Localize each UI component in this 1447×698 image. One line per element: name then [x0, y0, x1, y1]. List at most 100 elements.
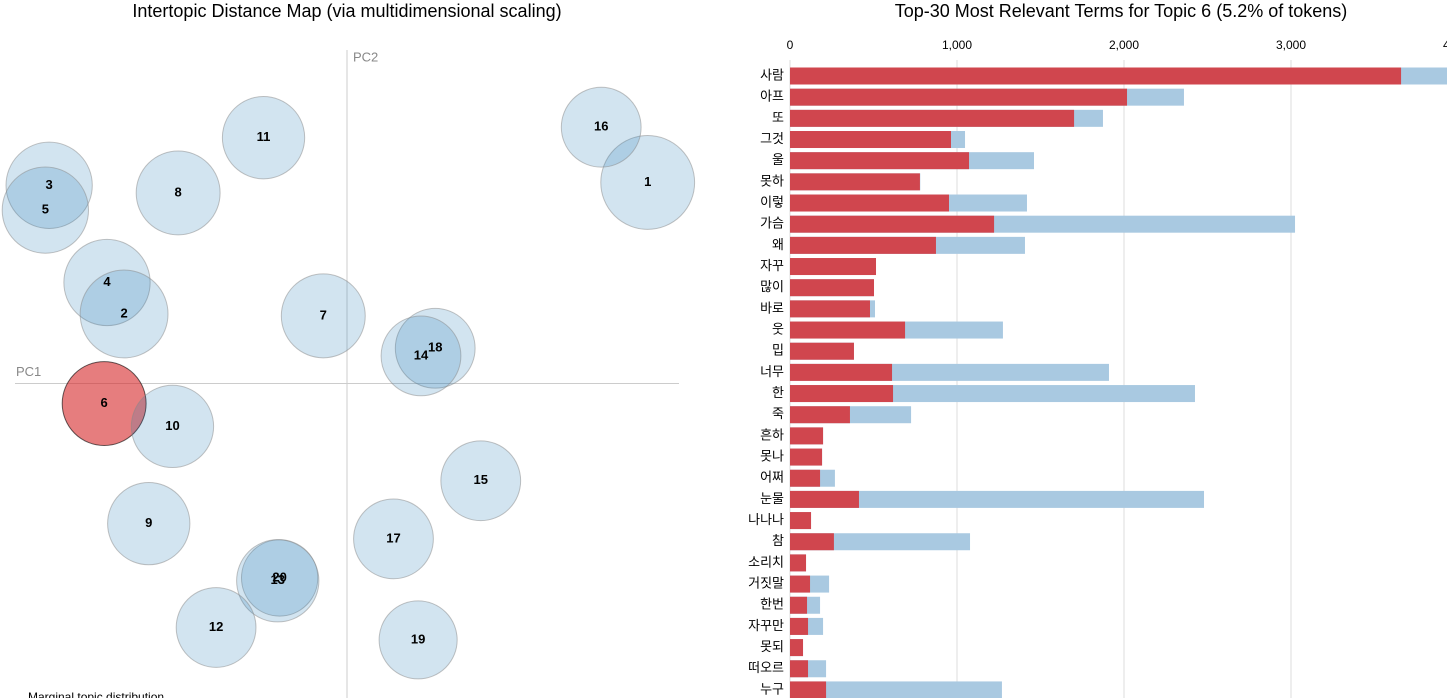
topic-bar: [790, 279, 875, 297]
term-label: 가슴: [760, 216, 784, 231]
topic-bubble: [61, 361, 147, 446]
topic-bubble: [394, 307, 476, 389]
topic-bubble: [236, 539, 320, 623]
topic-bar: [790, 554, 807, 572]
topic-bubble: [280, 273, 366, 359]
y-axis-label: PC2: [353, 49, 378, 64]
topic-label: 2: [120, 305, 127, 320]
term-label: 한번: [760, 597, 784, 612]
topic-label: 18: [428, 340, 442, 355]
term-label: 너무: [760, 364, 784, 379]
topic-bar: [790, 448, 823, 466]
topic-label: 7: [320, 307, 327, 322]
topic-bar: [790, 88, 1128, 106]
topic-bar: [790, 469, 821, 487]
topic-bubble: [63, 238, 151, 327]
topic-bubble: [380, 315, 462, 397]
topic-bubble: [130, 384, 215, 469]
topic-bar: [790, 173, 920, 191]
topic-bar: [790, 406, 850, 424]
topic-bar: [790, 533, 834, 551]
term-label: 거짓말: [748, 576, 784, 591]
x-tick-label: 0: [787, 38, 794, 52]
topic-bubble: [175, 587, 257, 668]
topic-bubble: [135, 150, 221, 236]
topic-bar: [790, 109, 1075, 127]
x-axis-label: PC1: [16, 364, 41, 379]
term-label: 어쩌: [760, 470, 784, 485]
topic-label: 19: [411, 631, 425, 646]
topic-bar: [790, 596, 808, 614]
topic-label: 3: [46, 177, 53, 192]
topic-bar: [790, 321, 906, 339]
topic-label: 16: [594, 119, 608, 134]
topic-bubble: [378, 600, 458, 680]
topic-bar: [790, 490, 859, 508]
term-label: 못나: [760, 448, 784, 463]
term-bars: 0 1,000 2,000 3,000 4,000 사람아프또그것울못하이렇가슴왜자꾸많이…: [748, 38, 1447, 698]
overall-bar: [790, 681, 1002, 698]
term-label: 많이: [760, 279, 784, 294]
x-tick-label: 4,000: [1443, 38, 1447, 52]
topic-label: 6: [101, 395, 108, 410]
term-label: 자꾸: [760, 258, 784, 273]
term-label: 아프: [760, 89, 784, 104]
topic-bar: [790, 681, 827, 698]
topic-label: 4: [103, 274, 111, 289]
topic-bar: [790, 67, 1402, 85]
topic-bubble: [79, 269, 169, 359]
topic-bubble: [353, 498, 434, 580]
term-label: 울: [772, 152, 784, 167]
term-label: 소리치: [748, 554, 784, 569]
topic-bar: [790, 131, 951, 149]
overall-bar: [790, 490, 1205, 508]
term-label: 나나나: [748, 512, 784, 527]
topic-label: 20: [272, 569, 286, 584]
term-label: 그것: [760, 131, 784, 146]
topic-bar: [790, 427, 824, 445]
topic-bar: [790, 363, 893, 381]
term-label: 웃: [772, 321, 784, 336]
topic-label: 10: [165, 418, 179, 433]
topic-label: 15: [474, 472, 488, 487]
x-tick-label: 1,000: [942, 38, 972, 52]
topic-bubble: [221, 96, 306, 180]
topic-bubble: [600, 135, 696, 230]
topic-label: 9: [145, 515, 152, 530]
topic-bar: [790, 512, 812, 530]
topic-bubble: [560, 86, 642, 168]
term-label: 자꾸만: [748, 618, 784, 633]
topic-bubble: [1, 166, 90, 254]
topic-label: 17: [386, 530, 400, 545]
overall-bar: [790, 533, 971, 551]
term-label: 한: [772, 385, 784, 400]
term-label: 떠오르: [748, 660, 784, 675]
term-label: 이렇: [760, 194, 784, 209]
term-label: 밉: [772, 343, 784, 358]
topic-label: 13: [271, 572, 285, 587]
topic-label: 8: [175, 184, 182, 199]
topic-label: 5: [42, 202, 49, 217]
topic-bubble: [440, 440, 522, 522]
topic-bar: [790, 660, 809, 678]
topic-bar: [790, 575, 811, 593]
topic-bar: [790, 258, 877, 276]
term-label: 못되: [760, 639, 784, 654]
map-title: Intertopic Distance Map (via multidimens…: [132, 1, 561, 21]
term-label: 누구: [760, 681, 784, 696]
topic-bubble: [5, 141, 93, 229]
term-label: 사람: [760, 67, 784, 82]
term-label: 흔하: [760, 427, 784, 442]
topic-bar: [790, 342, 854, 360]
size-legend-title: Marginal topic distribution: [28, 690, 164, 698]
term-label: 왜: [772, 237, 784, 252]
topic-bar: [790, 639, 804, 657]
topic-bar: [790, 617, 809, 635]
topic-label: 14: [414, 347, 429, 362]
x-tick-label: 3,000: [1276, 38, 1306, 52]
topic-bar: [790, 152, 970, 170]
topic-label: 12: [209, 619, 223, 634]
term-label: 또: [772, 110, 784, 125]
